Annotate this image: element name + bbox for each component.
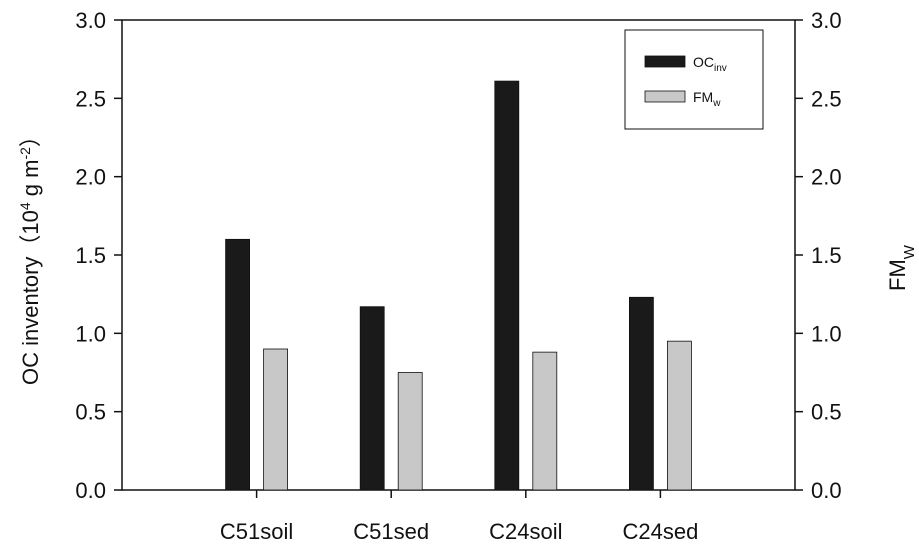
y-right-title-main: FM	[885, 259, 910, 291]
y-left-tick-label: 0.5	[75, 400, 106, 425]
bar-oc-c24sed	[629, 296, 654, 491]
y-left-tick-label: 0.0	[75, 478, 106, 503]
y-left-tick-label: 3.0	[75, 8, 106, 33]
legend-label-fm-sub: w	[712, 98, 721, 109]
y-left-title-end: ）	[18, 125, 43, 147]
y-left-title-sup1: 4	[17, 202, 33, 210]
y-right-tick-label: 1.5	[811, 243, 842, 268]
legend-label-oc: OCinv	[693, 54, 727, 74]
y-axis-right-title: FMW	[885, 244, 918, 291]
legend-label-fm-main: FM	[693, 89, 713, 105]
y-left-tick-label: 2.0	[75, 165, 106, 190]
legend-swatch-oc	[644, 55, 686, 68]
legend-swatch-fm	[644, 90, 686, 103]
legend-label-oc-sub: inv	[714, 63, 727, 74]
y-right-tick-label: 0.5	[811, 400, 842, 425]
x-tick-label: C24sed	[622, 519, 698, 544]
legend-label-oc-main: OC	[693, 54, 714, 70]
bar-fm-c51soil	[263, 348, 289, 491]
legend-label-fm: FMw	[693, 89, 721, 109]
x-tick-label: C51sed	[353, 519, 429, 544]
y-axis-left-title: OC inventory（104 g m-2）	[17, 125, 43, 385]
bars-group	[225, 80, 692, 491]
left-axis: 0.0 0.5 1.0 1.5 2.0 2.5 3.0	[75, 8, 122, 503]
y-right-tick-label: 2.5	[811, 86, 842, 111]
bar-oc-c24soil	[494, 80, 520, 491]
y-right-tick-label: 3.0	[811, 8, 842, 33]
y-left-tick-label: 1.5	[75, 243, 106, 268]
x-tick-label: C24soil	[489, 519, 562, 544]
bar-fm-c24sed	[667, 340, 692, 491]
y-left-title-sup2: -2	[17, 147, 33, 160]
y-right-tick-label: 2.0	[811, 165, 842, 190]
category-axis: C51soil C51sed C24soil C24sed	[220, 490, 698, 544]
bar-oc-c51soil	[225, 238, 251, 491]
y-left-tick-label: 1.0	[75, 321, 106, 346]
legend: OCinv FMw	[624, 29, 764, 130]
right-axis: 0.0 0.5 1.0 1.5 2.0 2.5 3.0	[795, 8, 842, 503]
y-left-tick-label: 2.5	[75, 86, 106, 111]
legend-box	[624, 29, 764, 130]
bar-oc-c51sed	[359, 306, 385, 491]
bar-fm-c24soil	[532, 351, 558, 491]
bar-fm-c51sed	[397, 372, 423, 491]
y-right-title-sub: W	[901, 244, 918, 259]
y-right-tick-label: 0.0	[811, 478, 842, 503]
x-tick-label: C51soil	[220, 519, 293, 544]
y-left-title-mid: g m	[18, 160, 43, 203]
y-left-title-main: OC inventory（10	[18, 210, 43, 385]
y-right-tick-label: 1.0	[811, 321, 842, 346]
